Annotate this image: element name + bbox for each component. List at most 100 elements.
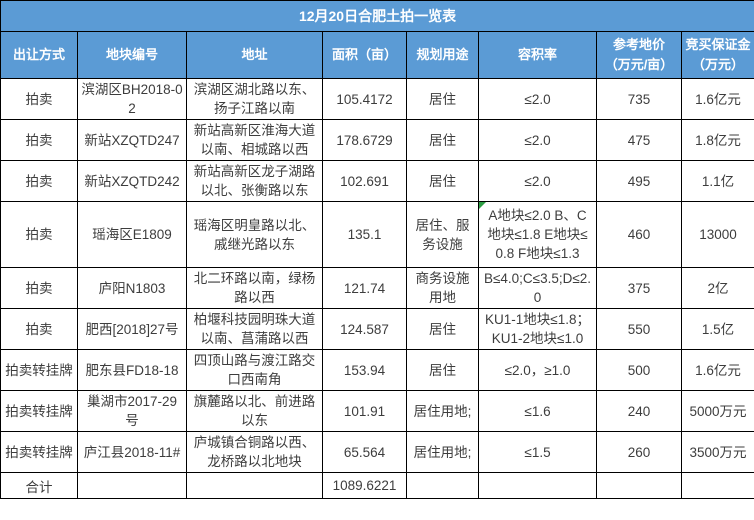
cell-plot-ratio: ≤2.0，≥1.0 — [478, 349, 597, 391]
cell-planned-use: 商务设施用地 — [406, 267, 479, 309]
table-row: 拍卖转挂牌 庐江县2018-11# 庐城镇合铜路以西、龙桥路以北地块 65.564 居住… — [0, 431, 754, 473]
cell-plot-ratio: B≤4.0;C≤3.5;D≤2.0 — [478, 267, 597, 309]
total-empty-cell — [478, 472, 597, 499]
cell-area: 124.587 — [322, 308, 407, 350]
cell-transfer-method: 拍卖转挂牌 — [0, 349, 78, 391]
cell-planned-use: 居住用地; — [406, 390, 479, 432]
cell-bid-deposit: 1.6亿元 — [680, 78, 754, 120]
cell-bid-deposit: 2亿 — [680, 267, 754, 309]
cell-planned-use: 居住、服务设施 — [406, 201, 479, 268]
cell-parcel-code: 瑶海区E1809 — [77, 201, 187, 268]
table-header-row: 出让方式 地块编号 地址 面积（亩） 规划用途 容积率 参考地价 （万元/亩） … — [0, 31, 754, 79]
col-header-area: 面积（亩） — [322, 31, 407, 79]
cell-parcel-code: 滨湖区BH2018-02 — [77, 78, 187, 120]
land-auction-table: 12月20日合肥土拍一览表 出让方式 地块编号 地址 面积（亩） 规划用途 容积… — [0, 0, 754, 499]
table-row: 拍卖 肥西[2018]27号 柏堰科技园明珠大道以南、菖蒲路以西 124.587 居住 K… — [0, 308, 754, 350]
cell-area: 65.564 — [322, 431, 407, 473]
table-total-row: 合计 1089.6221 — [0, 472, 754, 499]
cell-reference-price: 475 — [596, 119, 682, 161]
cell-bid-deposit: 5000万元 — [680, 390, 754, 432]
cell-address: 滨湖区湖北路以东、扬子江路以南 — [186, 78, 323, 120]
cell-planned-use: 居住 — [406, 160, 479, 202]
col-header-reference-price: 参考地价 （万元/亩） — [596, 31, 682, 79]
cell-planned-use: 居住 — [406, 349, 479, 391]
table-row: 拍卖转挂牌 巢湖市2017-29号 旗麓路以北、前进路以东 101.91 居住用地; ≤1… — [0, 390, 754, 432]
col-header-planned-use: 规划用途 — [406, 31, 479, 79]
cell-bid-deposit: 3500万元 — [680, 431, 754, 473]
total-empty-cell — [406, 472, 479, 499]
cell-reference-price: 735 — [596, 78, 682, 120]
comment-marker-icon — [479, 202, 486, 209]
col-header-transfer-method: 出让方式 — [0, 31, 78, 79]
cell-reference-price: 460 — [596, 201, 682, 268]
cell-transfer-method: 拍卖 — [0, 119, 78, 161]
cell-parcel-code: 庐江县2018-11# — [77, 431, 187, 473]
cell-area: 153.94 — [322, 349, 407, 391]
total-empty-cell — [77, 472, 187, 499]
table-row: 拍卖 瑶海区E1809 瑶海区明皇路以北、戚继光路以东 135.1 居住、服务设施 A地块… — [0, 201, 754, 268]
table-title-row: 12月20日合肥土拍一览表 — [0, 0, 754, 32]
cell-planned-use: 居住 — [406, 119, 479, 161]
cell-bid-deposit: 1.6亿元 — [680, 349, 754, 391]
cell-transfer-method: 拍卖 — [0, 160, 78, 202]
cell-plot-ratio: ≤2.0 — [478, 78, 597, 120]
cell-transfer-method: 拍卖 — [0, 201, 78, 268]
cell-plot-ratio: ≤2.0 — [478, 160, 597, 202]
cell-area: 102.691 — [322, 160, 407, 202]
cell-transfer-method: 拍卖 — [0, 308, 78, 350]
cell-address: 旗麓路以北、前进路以东 — [186, 390, 323, 432]
cell-parcel-code: 新站XZQTD242 — [77, 160, 187, 202]
cell-bid-deposit: 13000 — [680, 201, 754, 268]
table-row: 拍卖 新站XZQTD242 新站高新区龙子湖路以北、张衡路以东 102.691 居住 ≤2… — [0, 160, 754, 202]
cell-parcel-code: 庐阳N1803 — [77, 267, 187, 309]
cell-area: 101.91 — [322, 390, 407, 432]
total-empty-cell — [186, 472, 323, 499]
table-row: 拍卖转挂牌 肥东县FD18-18 四顶山路与渡江路交口西南角 153.94 居住 ≤2.0… — [0, 349, 754, 391]
cell-transfer-method: 拍卖 — [0, 78, 78, 120]
cell-transfer-method: 拍卖 — [0, 267, 78, 309]
col-header-plot-ratio: 容积率 — [478, 31, 597, 79]
cell-parcel-code: 新站XZQTD247 — [77, 119, 187, 161]
cell-plot-ratio: ≤2.0 — [478, 119, 597, 161]
table-row: 拍卖 滨湖区BH2018-02 滨湖区湖北路以东、扬子江路以南 105.4172 居住 ≤… — [0, 78, 754, 120]
cell-plot-ratio: ≤1.5 — [478, 431, 597, 473]
col-header-bid-deposit: 竞买保证金 （万元） — [680, 31, 754, 79]
cell-address: 新站高新区淮海大道以南、相城路以西 — [186, 119, 323, 161]
cell-address: 四顶山路与渡江路交口西南角 — [186, 349, 323, 391]
cell-planned-use: 居住用地; — [406, 431, 479, 473]
cell-planned-use: 居住 — [406, 308, 479, 350]
cell-transfer-method: 拍卖转挂牌 — [0, 390, 78, 432]
cell-plot-ratio: A地块≤2.0 B、C地块≤1.8 E地块≤0.8 F地块≤1.3 — [478, 201, 597, 268]
cell-bid-deposit: 1.1亿 — [680, 160, 754, 202]
cell-address: 北二环路以南，绿杨路以西 — [186, 267, 323, 309]
cell-planned-use: 居住 — [406, 78, 479, 120]
cell-area: 121.74 — [322, 267, 407, 309]
total-empty-cell — [596, 472, 682, 499]
total-empty-cell — [680, 472, 754, 499]
cell-bid-deposit: 1.8亿元 — [680, 119, 754, 161]
cell-plot-ratio: KU1-1地块≤1.8；KU1-2地块≤1.0 — [478, 308, 597, 350]
cell-address: 庐城镇合铜路以西、龙桥路以北地块 — [186, 431, 323, 473]
cell-reference-price: 260 — [596, 431, 682, 473]
cell-area: 105.4172 — [322, 78, 407, 120]
cell-plot-ratio: ≤1.6 — [478, 390, 597, 432]
cell-area: 178.6729 — [322, 119, 407, 161]
cell-address: 柏堰科技园明珠大道以南、菖蒲路以西 — [186, 308, 323, 350]
col-header-parcel-code: 地块编号 — [77, 31, 187, 79]
table-row: 拍卖 新站XZQTD247 新站高新区淮海大道以南、相城路以西 178.6729 居住 ≤… — [0, 119, 754, 161]
cell-reference-price: 495 — [596, 160, 682, 202]
cell-reference-price: 240 — [596, 390, 682, 432]
table-row: 拍卖 庐阳N1803 北二环路以南，绿杨路以西 121.74 商务设施用地 B≤4.0;C… — [0, 267, 754, 309]
col-header-address: 地址 — [186, 31, 323, 79]
table-title: 12月20日合肥土拍一览表 — [0, 0, 754, 32]
cell-parcel-code: 巢湖市2017-29号 — [77, 390, 187, 432]
cell-bid-deposit: 1.5亿 — [680, 308, 754, 350]
total-area-value: 1089.6221 — [322, 472, 407, 499]
cell-parcel-code: 肥西[2018]27号 — [77, 308, 187, 350]
cell-address: 新站高新区龙子湖路以北、张衡路以东 — [186, 160, 323, 202]
cell-transfer-method: 拍卖转挂牌 — [0, 431, 78, 473]
cell-address: 瑶海区明皇路以北、戚继光路以东 — [186, 201, 323, 268]
cell-parcel-code: 肥东县FD18-18 — [77, 349, 187, 391]
cell-reference-price: 375 — [596, 267, 682, 309]
